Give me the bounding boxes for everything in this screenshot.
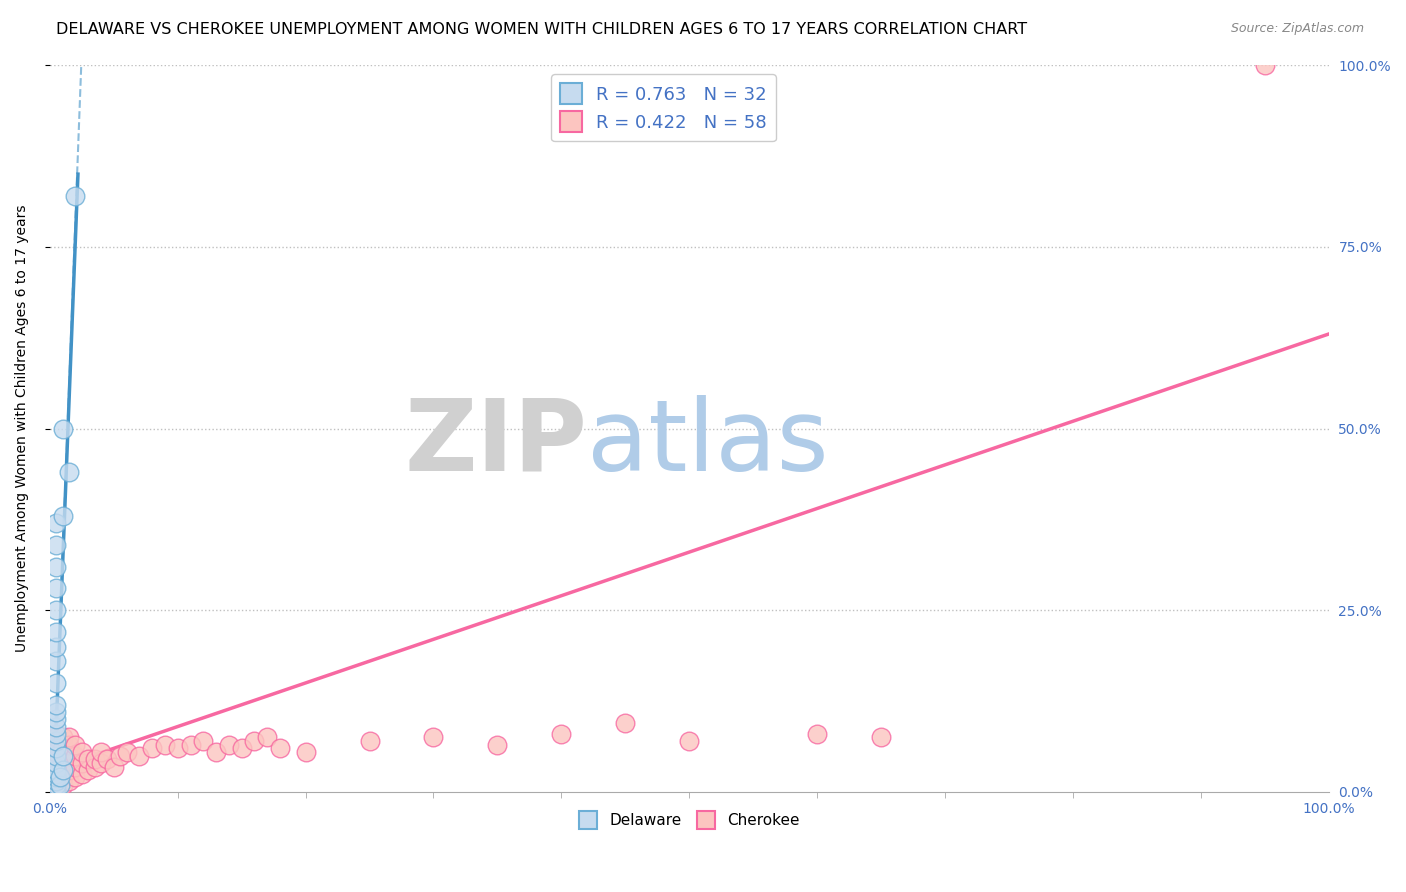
Point bbox=[45, 734, 67, 748]
Point bbox=[96, 752, 118, 766]
Point bbox=[45, 745, 67, 759]
Text: ZIP: ZIP bbox=[404, 394, 586, 491]
Point bbox=[45, 771, 67, 785]
Point bbox=[45, 774, 67, 789]
Point bbox=[45, 625, 67, 640]
Point bbox=[166, 741, 188, 756]
Point bbox=[45, 781, 67, 796]
Point bbox=[58, 465, 80, 479]
Point bbox=[193, 734, 215, 748]
Point bbox=[205, 745, 228, 759]
Point bbox=[243, 734, 266, 748]
Point bbox=[256, 731, 278, 745]
Legend: Delaware, Cherokee: Delaware, Cherokee bbox=[572, 805, 806, 835]
Text: Source: ZipAtlas.com: Source: ZipAtlas.com bbox=[1230, 22, 1364, 36]
Point bbox=[77, 763, 100, 777]
Point bbox=[52, 748, 75, 763]
Point bbox=[65, 771, 87, 785]
Point bbox=[115, 745, 138, 759]
Text: atlas: atlas bbox=[586, 394, 828, 491]
Point bbox=[52, 738, 75, 752]
Y-axis label: Unemployment Among Women with Children Ages 6 to 17 years: Unemployment Among Women with Children A… bbox=[15, 205, 30, 652]
Point bbox=[52, 778, 75, 792]
Point bbox=[45, 778, 67, 792]
Point bbox=[231, 741, 253, 756]
Point bbox=[128, 748, 150, 763]
Point bbox=[108, 748, 131, 763]
Point bbox=[83, 759, 105, 773]
Point bbox=[870, 731, 893, 745]
Point bbox=[45, 731, 67, 745]
Point bbox=[45, 752, 67, 766]
Point bbox=[45, 712, 67, 726]
Point bbox=[52, 731, 75, 745]
Point bbox=[806, 727, 828, 741]
Point bbox=[52, 759, 75, 773]
Point bbox=[422, 731, 444, 745]
Point bbox=[45, 603, 67, 617]
Point bbox=[45, 778, 67, 792]
Point bbox=[45, 640, 67, 654]
Point bbox=[65, 759, 87, 773]
Point bbox=[550, 727, 572, 741]
Point bbox=[45, 559, 67, 574]
Point bbox=[58, 731, 80, 745]
Point bbox=[52, 763, 75, 777]
Point bbox=[49, 771, 72, 785]
Point bbox=[45, 698, 67, 712]
Point bbox=[83, 752, 105, 766]
Point bbox=[359, 734, 381, 748]
Point bbox=[58, 774, 80, 789]
Point bbox=[45, 756, 67, 770]
Point bbox=[45, 738, 67, 752]
Point bbox=[45, 582, 67, 596]
Point bbox=[45, 763, 67, 777]
Point bbox=[49, 778, 72, 792]
Point bbox=[269, 741, 291, 756]
Point bbox=[90, 745, 112, 759]
Point bbox=[218, 738, 240, 752]
Point bbox=[141, 741, 163, 756]
Point bbox=[58, 748, 80, 763]
Point bbox=[153, 738, 176, 752]
Point bbox=[45, 774, 67, 789]
Point bbox=[77, 752, 100, 766]
Point bbox=[90, 756, 112, 770]
Point bbox=[45, 763, 67, 777]
Point bbox=[52, 421, 75, 435]
Point bbox=[45, 705, 67, 719]
Point bbox=[45, 741, 67, 756]
Point bbox=[614, 715, 637, 730]
Point bbox=[486, 738, 509, 752]
Point bbox=[45, 748, 67, 763]
Point bbox=[45, 676, 67, 690]
Point bbox=[103, 759, 125, 773]
Point bbox=[70, 756, 93, 770]
Point bbox=[65, 748, 87, 763]
Point bbox=[52, 508, 75, 523]
Point bbox=[65, 189, 87, 203]
Point bbox=[58, 763, 80, 777]
Point bbox=[65, 738, 87, 752]
Point bbox=[179, 738, 201, 752]
Point bbox=[45, 766, 67, 780]
Point bbox=[45, 516, 67, 530]
Point bbox=[70, 745, 93, 759]
Point bbox=[1254, 58, 1277, 72]
Text: DELAWARE VS CHEROKEE UNEMPLOYMENT AMONG WOMEN WITH CHILDREN AGES 6 TO 17 YEARS C: DELAWARE VS CHEROKEE UNEMPLOYMENT AMONG … bbox=[56, 22, 1028, 37]
Point bbox=[70, 766, 93, 780]
Point bbox=[45, 727, 67, 741]
Point bbox=[58, 738, 80, 752]
Point bbox=[294, 745, 316, 759]
Point bbox=[45, 720, 67, 734]
Point bbox=[52, 748, 75, 763]
Point bbox=[52, 771, 75, 785]
Point bbox=[45, 781, 67, 796]
Point bbox=[45, 654, 67, 668]
Point bbox=[678, 734, 700, 748]
Point bbox=[45, 538, 67, 552]
